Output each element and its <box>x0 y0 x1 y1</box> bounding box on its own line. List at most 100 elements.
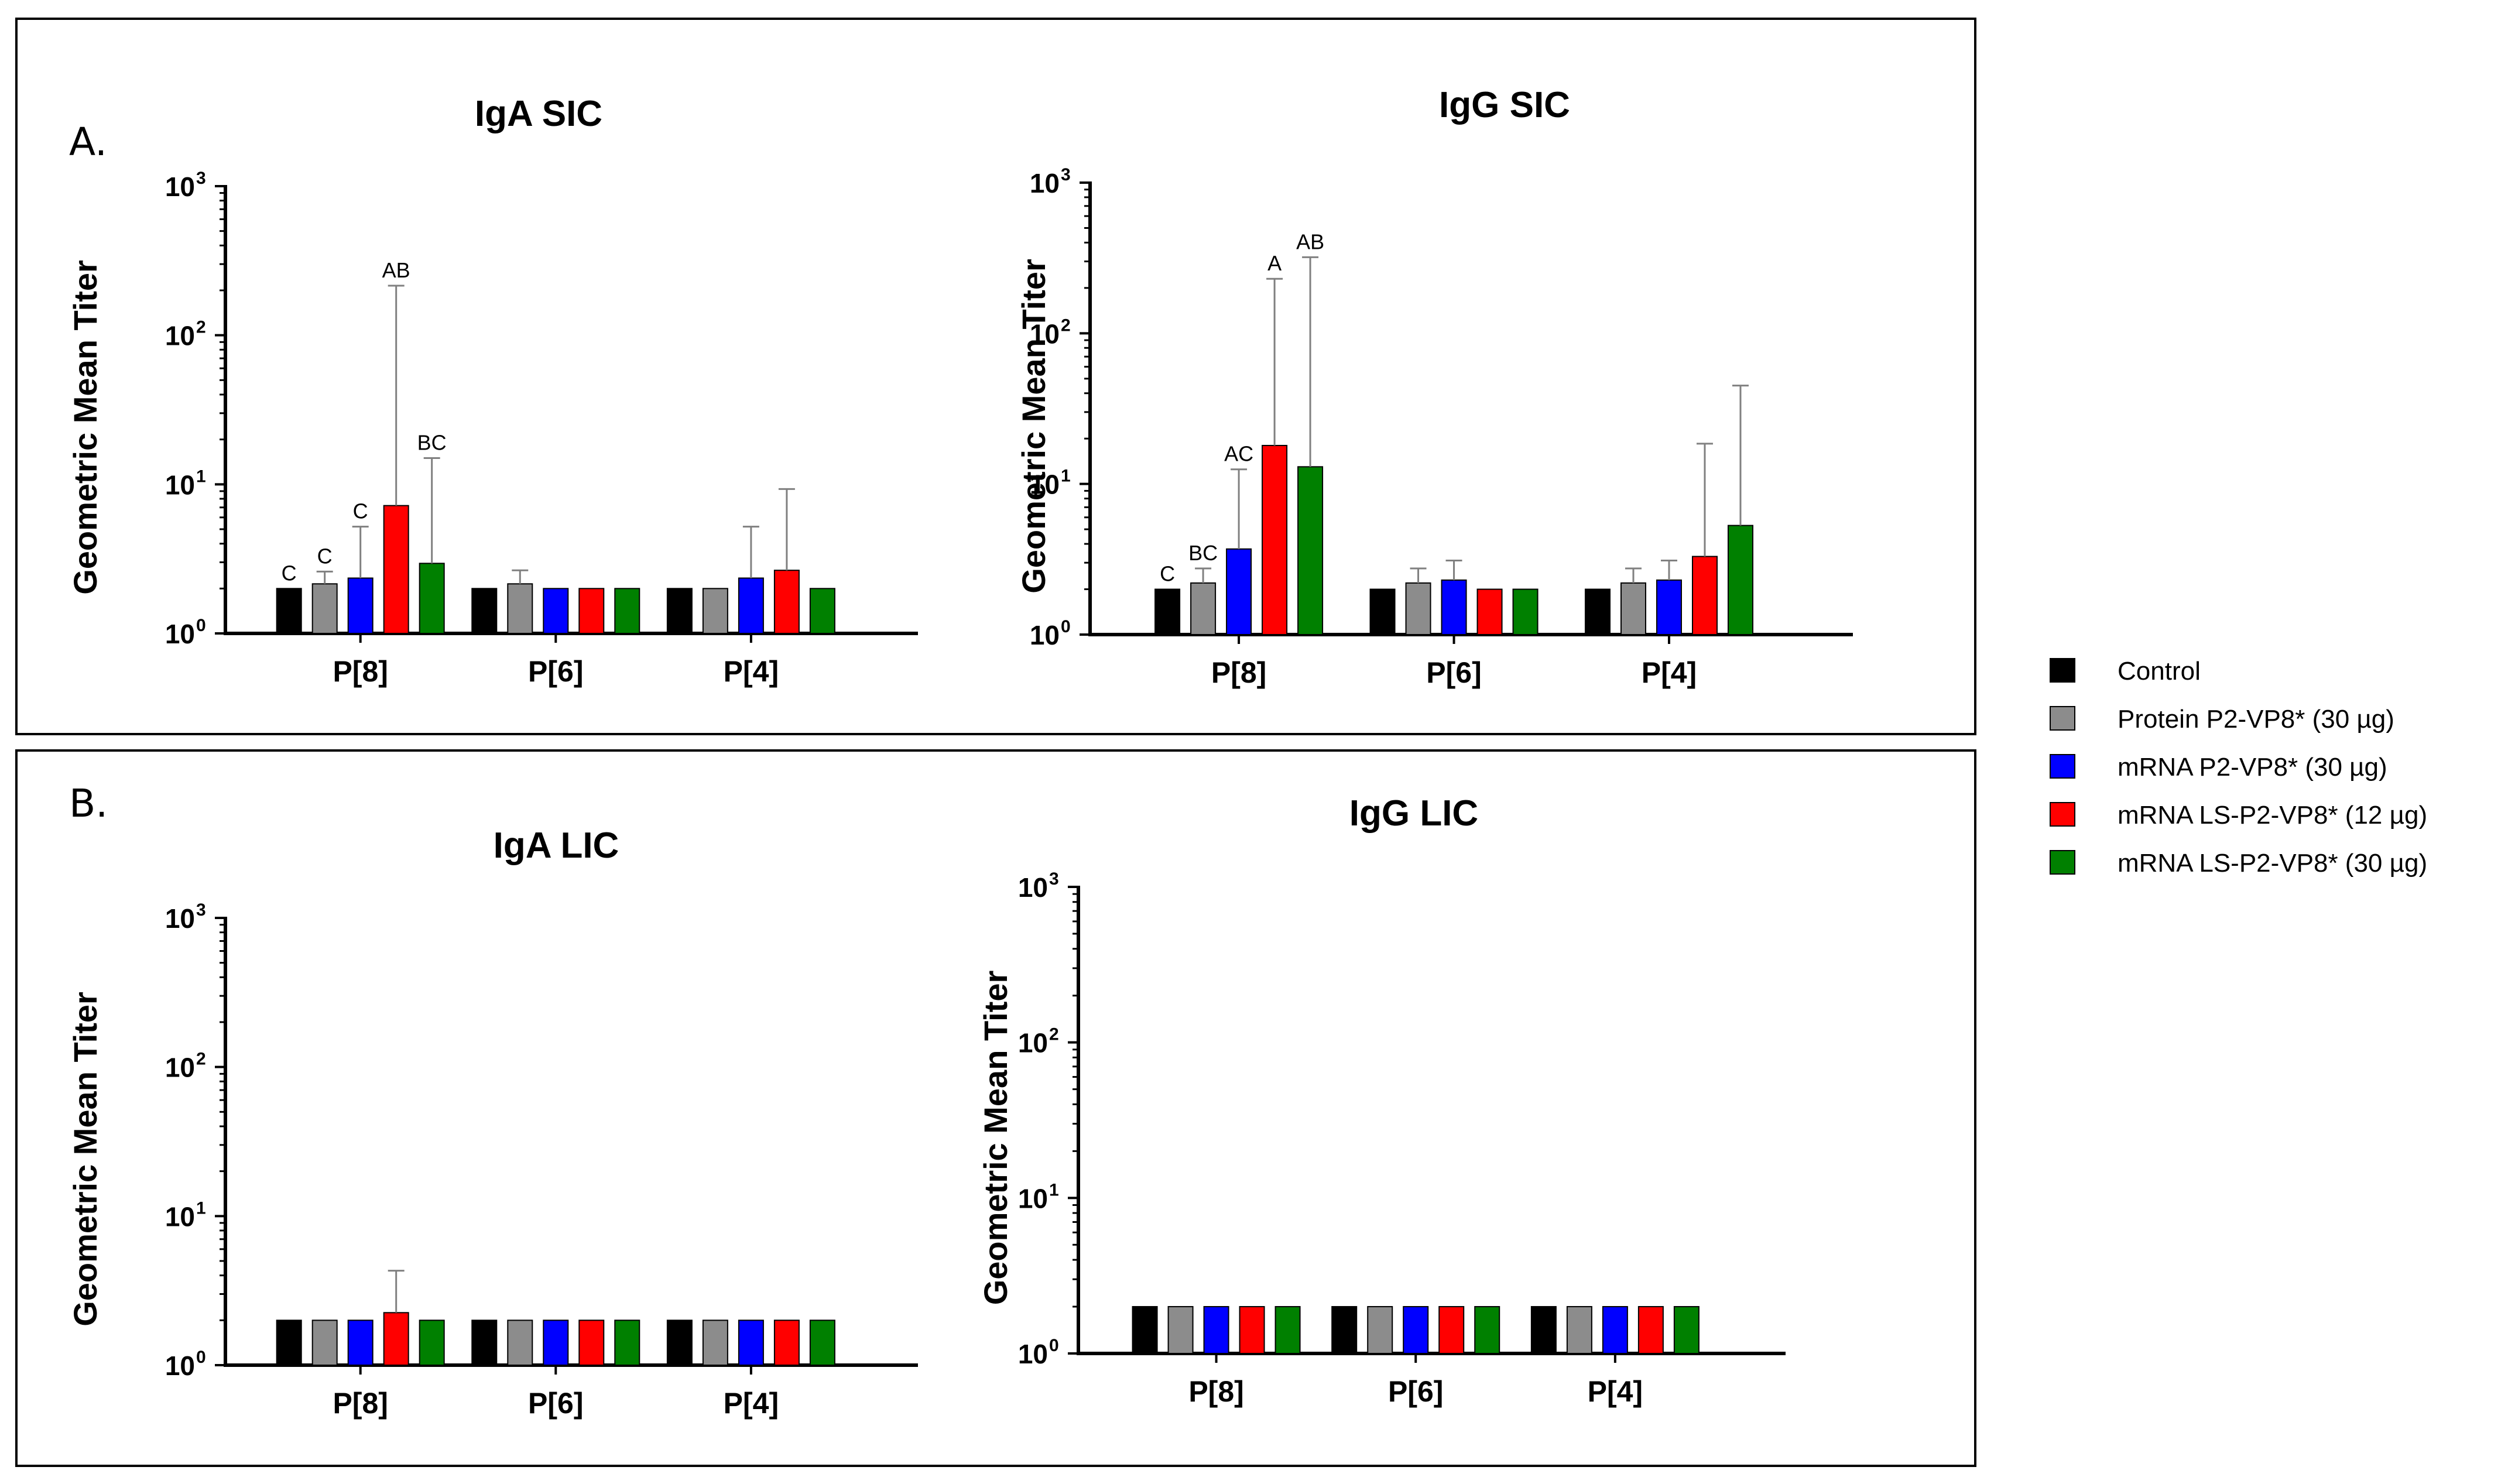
bar <box>1274 1306 1301 1354</box>
bar <box>702 1320 728 1366</box>
y-tick-label: 10 <box>1030 318 1060 349</box>
significance-label: AB <box>382 258 410 282</box>
bar <box>1566 1306 1592 1354</box>
legend-swatch <box>2050 658 2075 683</box>
x-tick-label: P[6] <box>1388 1375 1443 1408</box>
bar <box>1405 582 1431 636</box>
y-tick-label: 10 <box>1018 1339 1048 1369</box>
y-tick-exponent: 3 <box>1049 869 1059 889</box>
bar <box>1512 588 1539 636</box>
bar <box>1262 444 1288 636</box>
y-tick-exponent: 2 <box>1049 1025 1059 1044</box>
significance-label: AC <box>1224 442 1253 466</box>
legend-swatch <box>2050 850 2075 875</box>
bar <box>1656 579 1682 635</box>
bar <box>738 577 764 635</box>
chart-title: IgG SIC <box>1439 85 1570 125</box>
bar <box>347 1320 374 1366</box>
chart-title: IgA LIC <box>494 825 619 866</box>
y-tick-label: 10 <box>1018 1028 1048 1058</box>
bar <box>1727 525 1753 636</box>
y-tick-exponent: 1 <box>1061 467 1071 486</box>
bar <box>1474 1306 1500 1354</box>
bar <box>1132 1306 1158 1354</box>
bar <box>1203 1306 1229 1354</box>
y-tick-exponent: 2 <box>1061 316 1071 335</box>
y-tick-label: 10 <box>165 172 195 202</box>
bar <box>543 588 569 635</box>
legend: Control Protein P2-VP8* (30 µg) mRNA P2-VP… <box>2050 657 2427 878</box>
bar <box>311 583 338 634</box>
y-tick-exponent: 1 <box>196 1198 206 1218</box>
y-axis-label: Geometric Mean Titer <box>67 260 104 595</box>
bar <box>471 1320 498 1366</box>
legend-label: mRNA LS-P2-VP8* (30 µg) <box>2118 849 2427 878</box>
panel-b-letter: B. <box>69 781 108 826</box>
y-tick-label: 10 <box>165 903 195 934</box>
chart-title: IgG LIC <box>1349 793 1478 834</box>
y-tick-label: 10 <box>1030 620 1060 650</box>
bar <box>1637 1306 1664 1354</box>
x-tick-label: P[8] <box>1188 1375 1243 1408</box>
bar <box>1226 548 1252 636</box>
bar <box>809 1320 835 1366</box>
x-tick-label: P[4] <box>1588 1375 1643 1408</box>
bar <box>276 1320 302 1366</box>
x-tick-label: P[8] <box>333 655 388 688</box>
bar <box>419 563 445 634</box>
bar <box>1239 1306 1265 1354</box>
bar <box>1403 1306 1429 1354</box>
significance-label: BC <box>1188 541 1218 565</box>
bar <box>1190 582 1217 636</box>
y-tick-label: 10 <box>165 1351 195 1381</box>
panel-a-frame <box>15 18 1976 735</box>
y-tick-exponent: 3 <box>196 900 206 920</box>
bar <box>543 1320 569 1366</box>
bar <box>773 570 800 634</box>
bar <box>276 588 302 635</box>
bar <box>1584 588 1611 636</box>
x-tick-label: P[4] <box>724 655 779 688</box>
significance-label: C <box>353 499 368 523</box>
bar <box>419 1320 445 1366</box>
bar <box>666 588 693 635</box>
legend-label: mRNA LS-P2-VP8* (12 µg) <box>2118 801 2427 830</box>
bar <box>578 1320 605 1366</box>
bar <box>809 588 835 635</box>
bar <box>383 505 409 635</box>
bar <box>1369 588 1396 636</box>
significance-label: C <box>282 561 297 585</box>
significance-label: C <box>317 544 333 568</box>
y-tick-label: 10 <box>1018 1183 1048 1214</box>
bar <box>1167 1306 1194 1354</box>
y-tick-label: 10 <box>1030 168 1060 198</box>
bar <box>1367 1306 1393 1354</box>
bar <box>383 1312 409 1366</box>
y-tick-label: 10 <box>1018 872 1048 903</box>
y-tick-exponent: 1 <box>196 467 206 486</box>
y-tick-exponent: 0 <box>1061 617 1071 636</box>
bar <box>507 583 533 634</box>
bar <box>614 1320 640 1366</box>
bar <box>1530 1306 1557 1354</box>
bar <box>471 588 498 635</box>
legend-swatch <box>2050 754 2075 779</box>
y-tick-exponent: 2 <box>196 1050 206 1069</box>
x-tick-label: P[6] <box>528 655 583 688</box>
bar <box>347 577 374 635</box>
bar <box>311 1320 338 1366</box>
bar <box>738 1320 764 1366</box>
x-tick-label: P[6] <box>528 1387 583 1420</box>
bar <box>1438 1306 1465 1354</box>
bar <box>1331 1306 1358 1354</box>
y-tick-exponent: 0 <box>1049 1336 1059 1355</box>
x-tick-label: P[6] <box>1426 656 1481 689</box>
legend-label: mRNA P2-VP8* (30 µg) <box>2118 753 2387 782</box>
x-tick-label: P[4] <box>724 1387 779 1420</box>
y-axis-label: Geometric Mean Titer <box>977 971 1014 1305</box>
